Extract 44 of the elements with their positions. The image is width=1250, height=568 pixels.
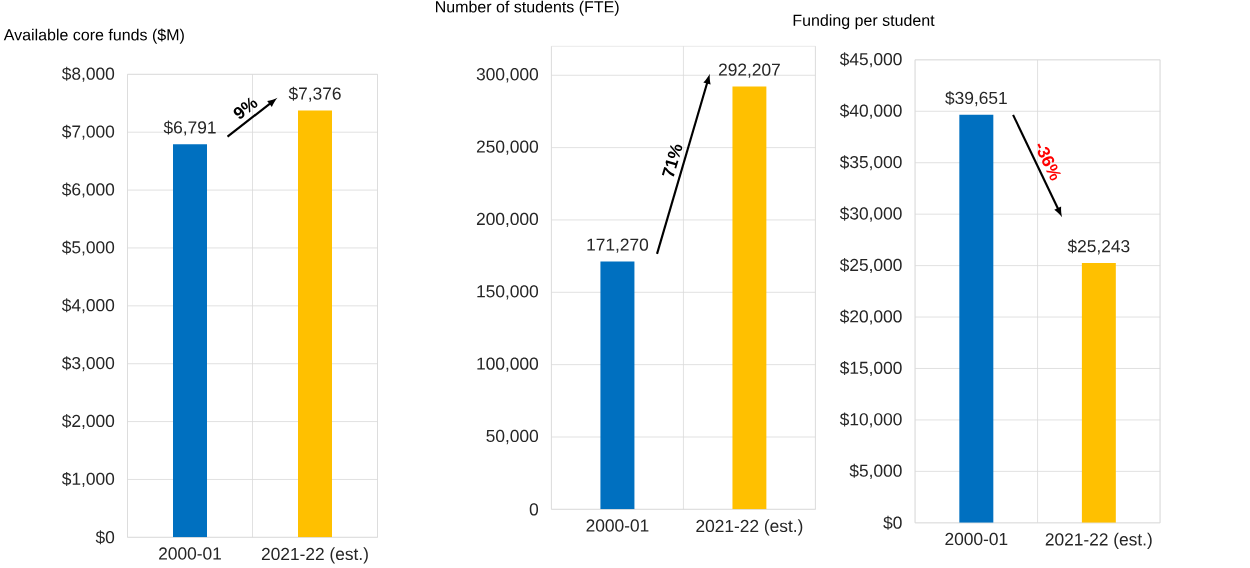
- y-tick-label: $40,000: [839, 103, 902, 119]
- chart-title: Number of students (FTE): [436, 0, 619, 16]
- y-tick-label: $5,000: [849, 463, 902, 479]
- y-tick-label: $25,000: [839, 258, 902, 274]
- y-tick-label: 50,000: [486, 429, 539, 445]
- y-tick-label: 250,000: [476, 140, 539, 155]
- y-tick-label: $35,000: [839, 155, 902, 171]
- annotation: 9%: [233, 97, 258, 119]
- x-tick-label: 2021-22 (est.): [1045, 532, 1152, 550]
- chart-title: Available core funds ($M): [3, 28, 184, 44]
- y-tick-label: $8,000: [61, 66, 115, 82]
- chart-title: Funding per student: [793, 14, 935, 30]
- y-tick-label: $3,000: [61, 356, 115, 372]
- y-tick-label: 150,000: [477, 285, 539, 300]
- data-label: $7,376: [288, 86, 341, 102]
- x-tick-label: 2021-22 (est.): [696, 519, 803, 536]
- x-tick-label: 2000-01: [159, 547, 221, 560]
- data-label: $25,243: [1067, 239, 1130, 255]
- data-label: 292,207: [718, 63, 780, 78]
- y-tick-label: $15,000: [839, 360, 902, 377]
- x-tick-label: 2000-01: [586, 519, 649, 532]
- y-tick-label: 300,000: [476, 68, 539, 83]
- y-tick-label: 100,000: [477, 357, 539, 372]
- x-tick-label: 2000-01: [945, 532, 1008, 546]
- y-tick-label: $6,000: [61, 182, 115, 198]
- y-tick-label: $0: [95, 530, 115, 545]
- y-tick-label: 200,000: [476, 212, 539, 228]
- data-label: 171,270: [587, 238, 649, 253]
- y-tick-label: $7,000: [61, 124, 115, 140]
- y-tick-label: $1,000: [61, 471, 115, 487]
- y-tick-label: $5,000: [61, 240, 115, 256]
- data-label: $39,651: [945, 91, 1007, 107]
- y-tick-label: $30,000: [839, 206, 902, 222]
- data-label: $6,791: [163, 120, 216, 136]
- y-tick-label: $10,000: [839, 412, 902, 428]
- y-tick-label: $2,000: [61, 414, 115, 430]
- annotation: 71%: [661, 144, 683, 177]
- y-tick-label: $4,000: [61, 298, 115, 314]
- y-tick-label: $45,000: [839, 52, 902, 68]
- annotation: -36%: [1037, 143, 1061, 181]
- x-tick-label: 2021-22 (est.): [261, 547, 368, 564]
- y-tick-label: $0: [883, 515, 902, 530]
- y-tick-label: 0: [529, 503, 539, 516]
- y-tick-label: $20,000: [839, 309, 902, 325]
